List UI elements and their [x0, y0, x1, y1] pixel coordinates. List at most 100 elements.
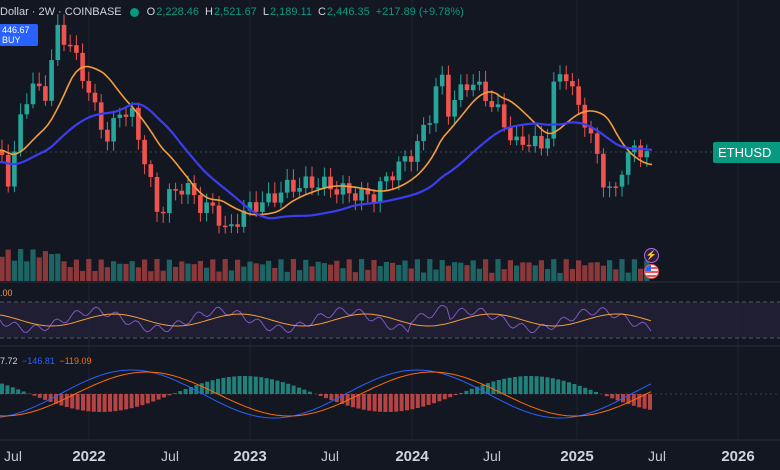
volume-bar	[55, 253, 61, 281]
macd-histogram-bar	[135, 394, 139, 407]
macd-histogram-bar	[545, 377, 550, 394]
macd-histogram-bar	[615, 394, 620, 401]
macd-histogram-bar	[588, 389, 593, 394]
volume-bar	[359, 259, 365, 281]
rsi-band	[0, 302, 780, 338]
macd-histogram-bar	[275, 380, 280, 394]
candle-body	[477, 81, 482, 85]
candle-body	[43, 86, 48, 101]
macd-histogram-bar	[226, 377, 231, 394]
volume-bar	[166, 259, 172, 281]
macd-histogram-bar	[178, 391, 183, 394]
macd-histogram-bar	[642, 394, 647, 409]
volume-bar	[526, 262, 532, 281]
volume-bar	[545, 269, 551, 281]
candle-body	[551, 81, 557, 139]
macd-histogram-bar	[97, 394, 102, 412]
candle-body	[241, 210, 247, 227]
x-axis-label-jul-0: Jul	[4, 448, 22, 464]
candle-body	[570, 81, 575, 87]
x-axis-label-jul-2: Jul	[321, 448, 339, 464]
macd-histogram-bar	[405, 394, 409, 411]
volume-bar	[495, 259, 501, 281]
volume-bar	[241, 266, 247, 281]
candle-body	[588, 127, 594, 134]
volume-bar	[11, 260, 17, 281]
rsi-line	[0, 304, 652, 334]
candle-body	[92, 92, 98, 103]
candle-body	[278, 192, 284, 203]
macd-histogram-bar	[529, 376, 534, 394]
macd-histogram-bar	[610, 394, 615, 399]
buy-price: 446.67	[2, 25, 30, 35]
macd-histogram-bar	[16, 389, 21, 394]
candle-body	[532, 135, 538, 147]
candle-body	[204, 202, 209, 214]
macd-histogram-bar	[54, 394, 58, 404]
macd-histogram-bar	[243, 376, 247, 394]
volume-bar	[532, 265, 538, 281]
ohlc-low-value: 2,189.11	[269, 6, 312, 18]
volume-bar	[123, 263, 129, 281]
candle-body	[235, 224, 240, 227]
macd-histogram-bar	[162, 394, 166, 398]
volume-bar	[520, 262, 526, 281]
candle-body	[210, 202, 216, 206]
candle-body	[12, 151, 17, 187]
candle-body	[61, 24, 67, 45]
candle-body	[470, 84, 476, 91]
macd-histogram-bar	[37, 394, 42, 398]
macd-histogram-bar	[502, 378, 507, 394]
volume-bar	[582, 265, 588, 281]
volume-bar	[371, 259, 377, 281]
volume-bar	[514, 265, 520, 281]
candle-body	[458, 84, 464, 101]
candle-body	[390, 176, 395, 181]
volume-bar	[538, 260, 544, 281]
candle-body	[489, 101, 495, 108]
symbol-header[interactable]: Dollar · 2W · COINBASE O 2,228.46 H 2,521.…	[0, 3, 470, 21]
candle-body	[365, 188, 371, 195]
candle-body	[359, 188, 364, 201]
ohlc-change-value: +217.89 (+9.78%)	[375, 6, 464, 18]
ma-fast-line	[0, 65, 653, 216]
volume-bar	[266, 260, 272, 281]
volume-bar	[619, 259, 625, 281]
volume-bar	[42, 251, 48, 281]
volume-bar	[185, 263, 191, 281]
lightning-icon[interactable]: ⚡	[644, 248, 659, 263]
macd-histogram-bar	[399, 394, 404, 412]
macd-histogram-bar	[372, 394, 377, 412]
candle-body	[136, 107, 141, 140]
macd-histogram-bar	[86, 394, 91, 412]
volume-bar	[607, 260, 613, 281]
macd-histogram-bar	[534, 376, 539, 394]
volume-bar	[408, 268, 414, 281]
candle-body	[452, 100, 457, 117]
volume-bar	[569, 268, 575, 281]
candle-body	[18, 114, 23, 152]
macd-histogram-bar	[48, 394, 53, 402]
x-axis-label-2023: 2023	[233, 448, 267, 465]
x-axis-label-jul-1: Jul	[161, 448, 179, 464]
macd-histogram-bar	[324, 394, 328, 399]
macd-histogram-bar	[410, 394, 415, 410]
candle-body	[563, 74, 569, 82]
macd-histogram-bar	[567, 382, 571, 394]
volume-bar	[315, 261, 321, 281]
volume-bar	[433, 269, 439, 281]
volume-bar	[377, 266, 383, 281]
macd-histogram-bar	[75, 394, 80, 410]
candle-body	[142, 139, 147, 165]
volume-bar	[36, 257, 42, 281]
macd-histogram-bar	[302, 389, 307, 394]
volume-bar	[328, 264, 334, 281]
us-flag-icon[interactable]	[644, 264, 659, 279]
rsi-ma-line	[0, 313, 652, 327]
candle-body	[402, 156, 408, 162]
symbol-title[interactable]: Dollar · 2W · COINBASE	[0, 6, 122, 18]
macd-histogram-bar	[102, 394, 107, 412]
macd-histogram-bar	[248, 376, 253, 394]
buy-button[interactable]: 446.67 BUY	[0, 24, 38, 46]
